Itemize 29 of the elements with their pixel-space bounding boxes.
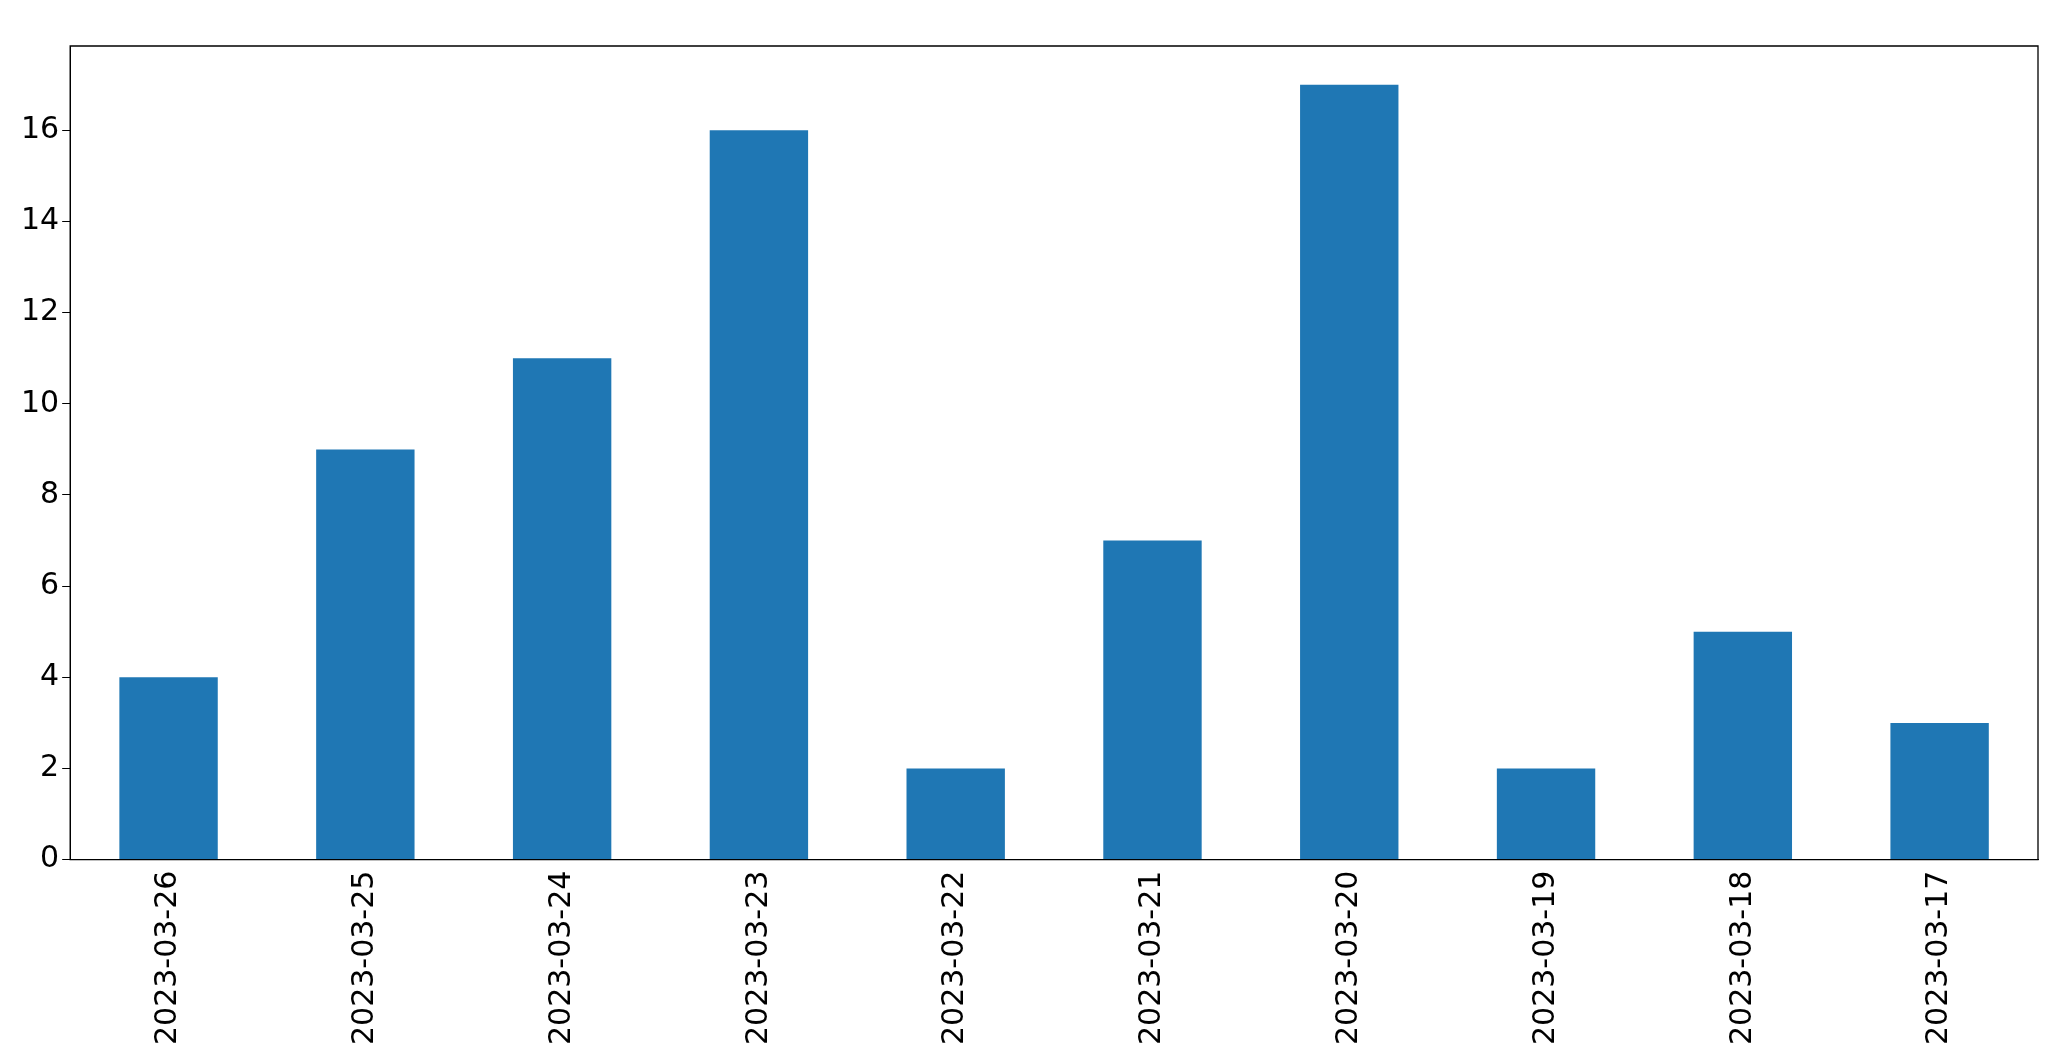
bar (709, 130, 809, 860)
bar (119, 677, 218, 860)
bar (512, 358, 612, 860)
y-tick-label: 16 (20, 110, 60, 146)
x-tick-label: 2023-03-26 (148, 870, 184, 1046)
x-tick-label: 2023-03-18 (1722, 870, 1758, 1046)
bar (1496, 768, 1596, 860)
y-tick-label: 2 (40, 748, 60, 784)
bar (316, 449, 415, 860)
y-tick-label: 12 (20, 292, 60, 328)
x-tick-label: 2023-03-19 (1525, 870, 1561, 1046)
y-tick-label: 8 (40, 474, 60, 510)
x-tick-label: 2023-03-23 (738, 870, 774, 1046)
bar (1103, 540, 1202, 860)
y-tick-label: 10 (20, 383, 60, 419)
y-tick-label: 6 (40, 565, 60, 601)
bar (906, 768, 1005, 860)
bar (1890, 722, 1989, 860)
x-tick-label: 2023-03-22 (935, 870, 971, 1046)
x-tick-label: 2023-03-17 (1919, 870, 1955, 1046)
y-tick-label: 14 (20, 201, 60, 237)
x-tick-label: 2023-03-21 (1132, 870, 1168, 1046)
x-tick-label: 2023-03-25 (345, 870, 381, 1046)
y-tick-label: 0 (40, 839, 60, 875)
bar (1693, 631, 1793, 860)
y-tick-label: 4 (40, 657, 60, 693)
x-tick-label: 2023-03-24 (541, 870, 577, 1046)
x-tick-label: 2023-03-20 (1329, 870, 1365, 1046)
bar (1300, 84, 1399, 860)
